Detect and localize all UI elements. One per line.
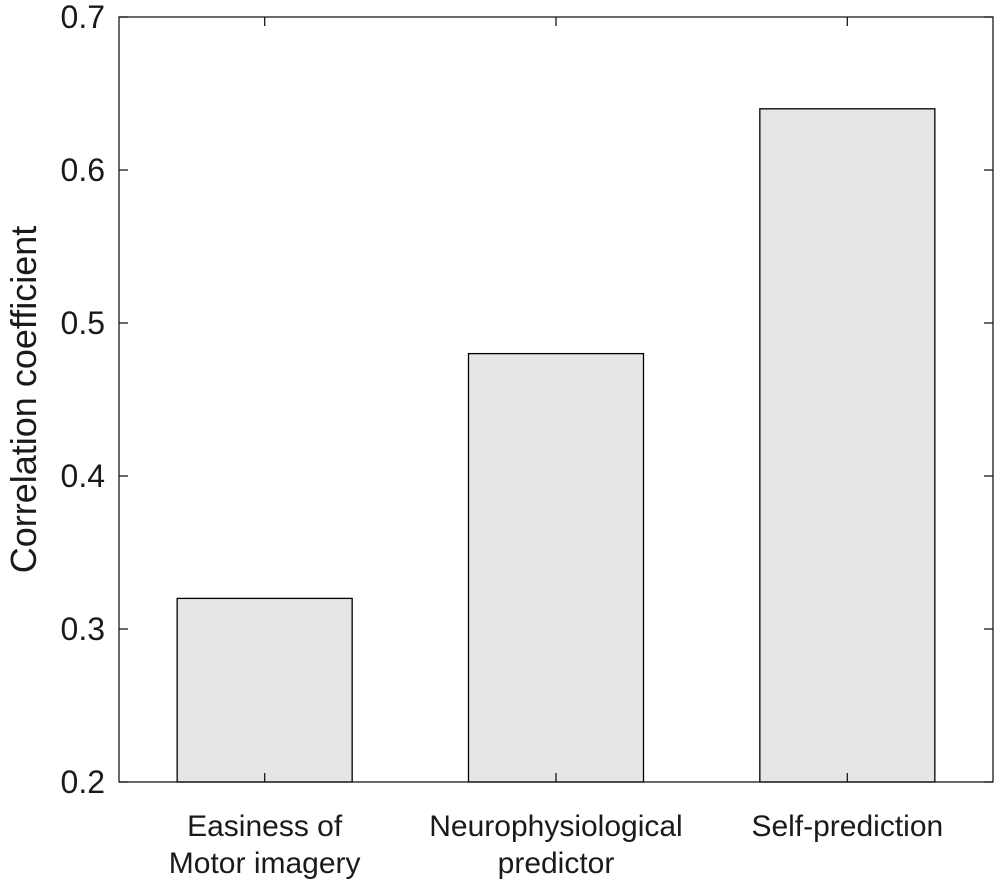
x-category-label: Easiness of Motor imagery bbox=[169, 810, 361, 880]
x-category-label-line: predictor bbox=[498, 847, 615, 880]
bar bbox=[759, 108, 936, 783]
y-tick-label: 0.4 bbox=[61, 458, 105, 494]
y-tick-label: 0.2 bbox=[61, 764, 105, 800]
bars-group bbox=[176, 108, 936, 783]
y-tick-label: 0.6 bbox=[61, 152, 105, 188]
y-ticks-group: 0.2 0.3 0.4 0.5 0.6 0.7 bbox=[61, 0, 993, 800]
x-category-label-line: Motor imagery bbox=[169, 847, 361, 880]
y-tick-label: 0.3 bbox=[61, 611, 105, 647]
y-tick-label: 0.5 bbox=[61, 305, 105, 341]
x-category-label-line: Easiness of bbox=[187, 810, 343, 843]
y-tick-label: 0.7 bbox=[61, 0, 105, 35]
x-category-label-line: Self-prediction bbox=[751, 810, 943, 843]
x-category-label: Neurophysiological predictor bbox=[429, 810, 682, 880]
x-ticks-group: Easiness of Motor imagery Neurophysiologic… bbox=[169, 17, 943, 880]
bar bbox=[467, 352, 645, 783]
bar bbox=[176, 597, 353, 783]
y-axis-title: Correlation coefficient bbox=[3, 226, 44, 574]
x-category-label-line: Neurophysiological bbox=[429, 810, 682, 843]
x-category-label: Self-prediction bbox=[751, 810, 943, 843]
